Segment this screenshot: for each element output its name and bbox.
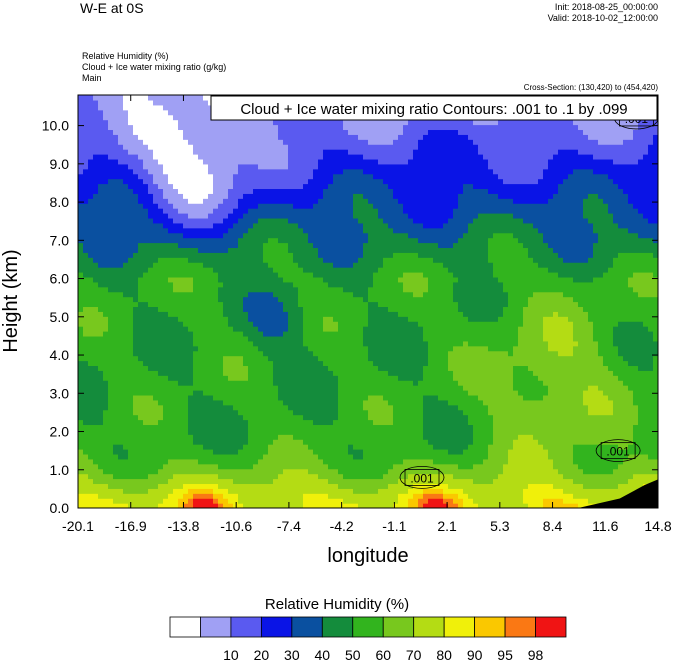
colorbar-box (169, 616, 201, 638)
y-tick-label: 4.0 (50, 347, 70, 363)
colorbar-box (535, 616, 567, 638)
x-tick-label: -4.2 (330, 518, 354, 534)
contour-info-text: Cloud + Ice water mixing ratio Contours:… (240, 101, 627, 118)
y-axis: 0.0 1.0 2.0 3.0 4.0 5.0 6.0 7.0 8.0 9.0 10.0 (42, 118, 658, 516)
x-tick-label: -7.4 (277, 518, 301, 534)
valid-time: Valid: 2018-10-02_12:00:00 (547, 13, 658, 23)
colorbar-box (474, 616, 506, 638)
colorbar-box (291, 616, 323, 638)
colorbar-box (443, 616, 476, 638)
colorbar-box (260, 616, 293, 638)
contour-label-text: .001 (410, 471, 434, 485)
colorbar-label: 20 (254, 647, 270, 663)
x-tick-label: -13.8 (167, 518, 199, 534)
colorbar-label: 50 (345, 647, 361, 663)
colorbar-box (352, 616, 384, 638)
contour-label: .001 (399, 466, 445, 489)
contour-label-text: .001 (606, 445, 630, 459)
terrain-mask (578, 479, 658, 508)
y-axis-label: Height (km) (0, 249, 22, 352)
colorbar-label: 98 (528, 647, 544, 663)
y-tick-label: 8.0 (50, 194, 70, 210)
x-tick-label: -20.1 (62, 518, 94, 534)
colorbar-label: 40 (315, 647, 331, 663)
colorbar-box (230, 616, 262, 638)
init-time: Init: 2018-08-25_00:00:00 (554, 2, 658, 12)
colorbar-label: 60 (375, 647, 391, 663)
y-tick-label: 6.0 (50, 271, 70, 287)
colorbar-label: 30 (284, 647, 300, 663)
contour-info-box: Cloud + Ice water mixing ratio Contours:… (210, 95, 658, 121)
y-tick-label: 10.0 (42, 118, 69, 134)
colorbar-label: 80 (436, 647, 452, 663)
colorbar-box (321, 616, 354, 638)
colorbar-label: 70 (406, 647, 422, 663)
field-subtitle-main: Main (82, 73, 102, 83)
x-tick-label: 11.6 (592, 518, 618, 534)
y-tick-label: 5.0 (50, 309, 70, 325)
colorbar-box (200, 616, 232, 638)
colorbar-box (413, 616, 445, 638)
y-tick-label: 9.0 (50, 156, 70, 172)
x-tick-label: -1.1 (382, 518, 406, 534)
field-subtitle-qcloud: Cloud + Ice water mixing ratio (g/kg) (82, 62, 227, 72)
x-tick-label: -16.9 (115, 518, 147, 534)
x-axis: -20.1 -16.9 -13.8 -10.6 -7.4 -4.2 -1.1 2.1 5.3 8.… (62, 95, 672, 534)
contour-label: .001 (595, 439, 641, 463)
colorbar-label: 95 (497, 647, 513, 663)
relative-humidity-field (78, 95, 658, 508)
plot-frame (77, 94, 659, 509)
x-tick-label: -10.6 (220, 518, 252, 534)
y-tick-label: 1.0 (50, 462, 70, 478)
y-tick-label: 2.0 (50, 424, 70, 440)
colorbar: 10 20 30 40 50 60 70 80 90 95 98 (169, 616, 567, 663)
x-axis-label: longitude (327, 545, 408, 567)
x-tick-label: 14.8 (644, 518, 671, 534)
x-tick-label: 8.4 (543, 518, 563, 534)
field-subtitle-rh: Relative Humidity (%) (82, 51, 169, 61)
y-tick-label: 3.0 (50, 385, 70, 401)
chart-title: W-E at 0S (80, 0, 144, 16)
y-tick-label: 0.0 (50, 500, 70, 516)
colorbar-title: Relative Humidity (%) (264, 596, 410, 613)
x-tick-label: 5.3 (490, 518, 510, 534)
cross-section-label: Cross-Section: (130,420) to (454,420) (523, 83, 658, 92)
y-tick-label: 7.0 (50, 232, 70, 248)
colorbar-box (504, 616, 536, 638)
colorbar-label: 90 (467, 647, 483, 663)
colorbar-label: 10 (223, 647, 239, 663)
colorbar-box (382, 616, 415, 638)
x-tick-label: 2.1 (437, 518, 457, 534)
